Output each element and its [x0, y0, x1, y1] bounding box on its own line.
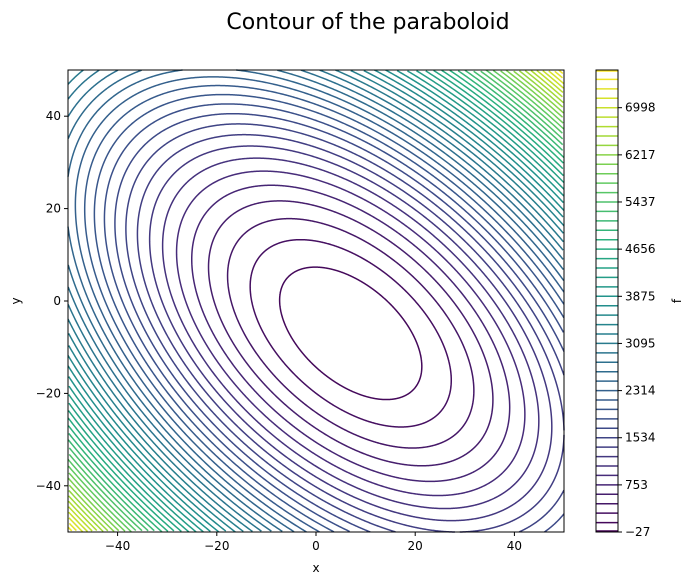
- contour-level-20: [67, 69, 565, 533]
- contour-level-38: [68, 70, 564, 532]
- contour-level-36: [67, 69, 563, 532]
- contour-level-40: [68, 70, 565, 533]
- y-tick-label: −20: [36, 386, 61, 400]
- x-tick-label: −20: [204, 539, 229, 553]
- colorbar-tick-label: 3875: [625, 289, 656, 303]
- contour-level-6: [175, 170, 526, 497]
- y-axis: −40 −20 0 20 40: [36, 109, 68, 493]
- contour-lines: [67, 69, 565, 533]
- y-tick-label: −40: [36, 479, 61, 493]
- contour-level-7: [161, 157, 540, 510]
- contour-level-26: [68, 70, 565, 533]
- contour-level-10: [125, 123, 565, 533]
- contour-level-45: [68, 70, 565, 533]
- contour-level-15: [74, 76, 565, 533]
- colorbar-tick-label: 5437: [625, 195, 656, 209]
- colorbar-tick-label: 3095: [625, 336, 656, 350]
- contour-level-14: [83, 84, 565, 533]
- y-tick-label: 20: [46, 202, 61, 216]
- colorbar-label: f: [670, 298, 684, 303]
- contour-level-22: [68, 69, 565, 533]
- contour-level-30: [67, 69, 564, 532]
- colorbar-tick-label: 1534: [625, 431, 656, 445]
- contour-level-12: [103, 103, 565, 533]
- colorbar-tick-label: 753: [625, 478, 648, 492]
- y-axis-label: y: [9, 297, 23, 304]
- chart-title: Contour of the paraboloid: [226, 10, 509, 35]
- contour-level-16: [67, 69, 565, 533]
- contour-level-31: [67, 69, 564, 533]
- y-tick-label: 40: [46, 109, 61, 123]
- contour-level-18: [67, 69, 564, 532]
- contour-level-33: [67, 69, 564, 532]
- contour-level-19: [67, 69, 564, 532]
- contour-level-9: [136, 133, 565, 533]
- contour-level-4: [207, 200, 494, 467]
- x-tick-label: 0: [312, 539, 320, 553]
- contour-level-39: [67, 69, 564, 532]
- colorbar-tick-label: 2314: [625, 384, 656, 398]
- contour-level-25: [68, 69, 564, 533]
- contour-level-23: [67, 69, 564, 532]
- colorbar-tick-label: 6998: [625, 101, 656, 115]
- colorbar-axis: −27 753 1534 2314 3095 3875 4656 5437 6217 6998: [618, 101, 656, 539]
- x-tick-label: −40: [105, 539, 130, 553]
- contour-level-34: [68, 70, 564, 532]
- contour-level-44: [68, 69, 564, 532]
- contour-level-2: [249, 238, 453, 428]
- contour-level-3: [226, 217, 475, 449]
- x-axis-label: x: [312, 561, 319, 575]
- contour-level-17: [67, 69, 564, 533]
- contour-level-46: [68, 70, 565, 533]
- contour-level-47: [68, 70, 563, 532]
- contour-level-48: [67, 69, 564, 532]
- contour-level-32: [68, 70, 565, 533]
- contour-level-41: [68, 70, 564, 532]
- contour-level-13: [93, 93, 565, 533]
- y-tick-label: 0: [53, 294, 61, 308]
- contour-level-27: [68, 70, 565, 533]
- colorbar-tick-label: −27: [625, 525, 650, 539]
- colorbar-frame: [595, 69, 619, 533]
- contour-level-11: [114, 112, 565, 533]
- contour-level-1: [278, 266, 423, 401]
- contour-level-21: [67, 69, 564, 533]
- x-axis: −40 −20 0 20 40: [105, 532, 522, 553]
- x-tick-label: 20: [408, 539, 423, 553]
- colorbar-lines: [596, 70, 618, 532]
- colorbar-tick-label: 4656: [625, 242, 656, 256]
- contour-level-24: [67, 69, 565, 533]
- contour-level-5: [190, 184, 511, 483]
- x-tick-label: 40: [507, 539, 522, 553]
- contour-level-35: [68, 70, 564, 532]
- contour-level-37: [67, 69, 565, 533]
- contour-level-8: [148, 145, 553, 522]
- colorbar-tick-label: 6217: [625, 148, 656, 162]
- contour-level-43: [67, 69, 563, 532]
- contour-level-42: [68, 70, 564, 533]
- plot-frame: [67, 69, 565, 533]
- contour-level-29: [67, 69, 564, 533]
- contour-level-28: [68, 70, 565, 533]
